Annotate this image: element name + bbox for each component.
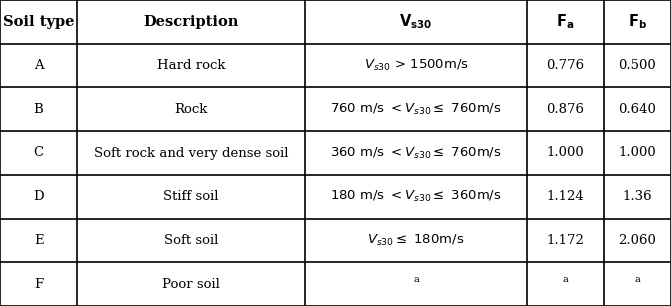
Text: 1.000: 1.000 <box>546 147 584 159</box>
Text: 180 m/s $<V_{s30}\leq$ 360m/s: 180 m/s $<V_{s30}\leq$ 360m/s <box>330 189 502 204</box>
Text: C: C <box>34 147 44 159</box>
Text: 1.124: 1.124 <box>546 190 584 203</box>
Text: A: A <box>34 59 44 72</box>
Text: $\mathbf{F_a}$: $\mathbf{F_a}$ <box>556 13 574 31</box>
Text: E: E <box>34 234 44 247</box>
Text: B: B <box>34 103 44 116</box>
Text: D: D <box>34 190 44 203</box>
Text: a: a <box>562 275 568 284</box>
Text: F: F <box>34 278 43 291</box>
Text: 0.876: 0.876 <box>546 103 584 116</box>
Text: 360 m/s $<V_{s30}\leq$ 760m/s: 360 m/s $<V_{s30}\leq$ 760m/s <box>330 145 502 161</box>
Text: Rock: Rock <box>174 103 208 116</box>
Text: Soft rock and very dense soil: Soft rock and very dense soil <box>94 147 289 159</box>
Text: Hard rock: Hard rock <box>157 59 225 72</box>
Text: a: a <box>635 275 640 284</box>
Text: Description: Description <box>144 15 239 29</box>
Text: Soft soil: Soft soil <box>164 234 219 247</box>
Text: 1.000: 1.000 <box>619 147 656 159</box>
Text: 1.172: 1.172 <box>546 234 584 247</box>
Text: $\mathbf{V_{s30}}$: $\mathbf{V_{s30}}$ <box>399 13 433 31</box>
Text: $V_{s30}\leq$ 180m/s: $V_{s30}\leq$ 180m/s <box>367 233 465 248</box>
Text: a: a <box>413 275 419 284</box>
Text: $\mathbf{F_b}$: $\mathbf{F_b}$ <box>628 13 647 31</box>
Text: Soil type: Soil type <box>3 15 74 29</box>
Text: 760 m/s $<V_{s30}\leq$ 760m/s: 760 m/s $<V_{s30}\leq$ 760m/s <box>330 102 502 117</box>
Text: Stiff soil: Stiff soil <box>164 190 219 203</box>
Text: 2.060: 2.060 <box>619 234 656 247</box>
Text: 0.640: 0.640 <box>619 103 656 116</box>
Text: 0.776: 0.776 <box>546 59 584 72</box>
Text: 0.500: 0.500 <box>619 59 656 72</box>
Text: $V_{s30}$ > 1500m/s: $V_{s30}$ > 1500m/s <box>364 58 468 73</box>
Text: 1.36: 1.36 <box>623 190 652 203</box>
Text: Poor soil: Poor soil <box>162 278 220 291</box>
